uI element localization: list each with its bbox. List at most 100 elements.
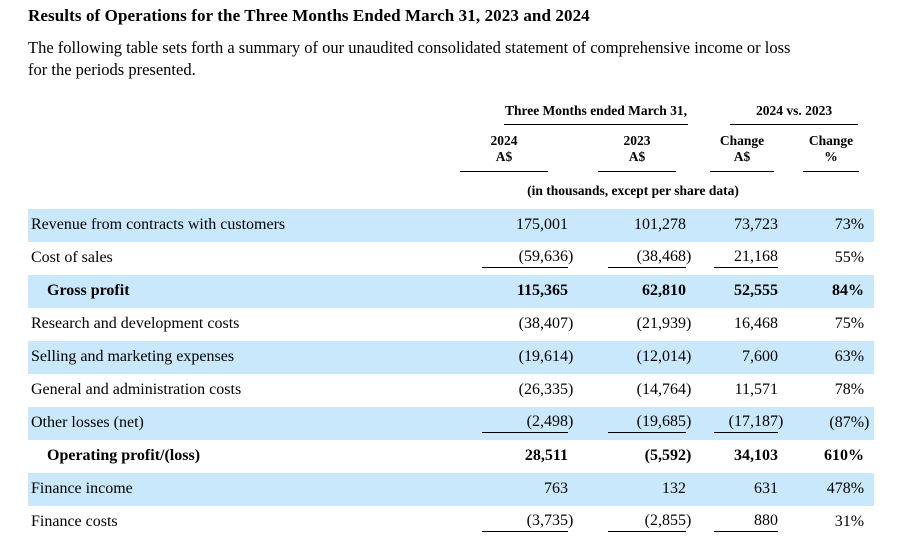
cell-2024: (2,498): [430, 407, 578, 440]
hanging-paren: ): [568, 248, 574, 266]
column-header-2024: 2024 A$: [460, 133, 548, 172]
cell-value: 11,571: [734, 381, 778, 399]
cell-value: (38,407: [518, 315, 568, 333]
cell-change-percent: 55%: [788, 242, 874, 275]
cell-change-percent: 478%: [788, 473, 874, 506]
intro-line-2: for the periods presented.: [28, 59, 196, 79]
cell-change-percent: 84%: [788, 275, 874, 308]
table-row: Research and development costs (38,407) …: [28, 308, 874, 341]
cell-value: 132: [662, 480, 686, 498]
hanging-paren: ): [686, 413, 692, 431]
row-label: General and administration costs: [31, 381, 242, 399]
cell-2024: 115,365: [430, 275, 578, 308]
cell-value: (19,614: [518, 348, 568, 366]
row-label: Finance costs: [31, 513, 118, 531]
cell-value: (12,014: [636, 348, 686, 366]
hanging-paren: ): [568, 512, 574, 530]
cell-change-percent: 73%: [788, 209, 874, 242]
hanging-paren: ): [864, 414, 870, 432]
cell-value: (17,187: [714, 413, 778, 434]
hanging-paren: ): [568, 348, 574, 366]
cell-value: (87%: [829, 414, 865, 432]
cell-value: 101,278: [634, 216, 686, 234]
cell-change-amount: 880: [696, 506, 788, 539]
cell-2023: (5,592): [578, 440, 696, 473]
cell-2023: (38,468): [578, 242, 696, 275]
cell-change-amount: 73,723: [696, 209, 788, 242]
cell-value: (2,498: [482, 413, 568, 434]
intro-paragraph: The following table sets forth a summary…: [28, 37, 897, 81]
cell-value: 75%: [834, 315, 865, 333]
units-note-spacer: [28, 173, 430, 209]
table-row: Operating profit/(loss) 28,511 (5,592) 3…: [28, 440, 874, 473]
cell-2023: 62,810: [578, 275, 696, 308]
cell-value: (38,468: [608, 248, 686, 269]
cell-change-amount: 631: [696, 473, 788, 506]
cell-2023: 132: [578, 473, 696, 506]
cell-value: (14,764: [636, 381, 686, 399]
cell-value: 478%: [826, 480, 865, 498]
column-header-2023: 2023 A$: [598, 133, 676, 172]
cell-value: 52,555: [734, 282, 778, 300]
cell-value: 62,810: [642, 282, 686, 300]
cell-2024: (26,335): [430, 374, 578, 407]
cell-change-percent: 610%: [788, 440, 874, 473]
cell-change-amount: 16,468: [696, 308, 788, 341]
cell-value: 175,001: [516, 216, 568, 234]
cell-value: 115,365: [516, 282, 568, 300]
group-header-period: Three Months ended March 31,: [503, 103, 689, 125]
cell-value: 610%: [824, 447, 865, 465]
cell-value: 31%: [834, 513, 865, 531]
cell-change-amount: 34,103: [696, 440, 788, 473]
cell-value: 34,103: [734, 447, 778, 465]
cell-2023: 101,278: [578, 209, 696, 242]
cell-2024: (3,735): [430, 506, 578, 539]
cell-2024: (19,614): [430, 341, 578, 374]
cell-value: 84%: [832, 282, 865, 300]
hanging-paren: ): [778, 413, 784, 431]
cell-value: 63%: [834, 348, 865, 366]
table-row: Gross profit 115,365 62,810 52,555 84%: [28, 274, 875, 308]
cell-value: 73%: [834, 216, 865, 234]
cell-value: 763: [544, 480, 568, 498]
hanging-paren: ): [568, 315, 574, 333]
row-label: Revenue from contracts with customers: [31, 216, 286, 234]
row-label: Other losses (net): [31, 414, 144, 432]
row-label: Research and development costs: [31, 315, 240, 333]
table-row: Other losses (net) (2,498) (19,685) (17,…: [28, 406, 875, 440]
hanging-paren: ): [568, 381, 574, 399]
column-header-change-percent: Change%: [803, 133, 859, 172]
column-header-change-amount: Change A$: [710, 133, 774, 172]
hanging-paren: ): [686, 381, 692, 399]
cell-value: (2,855: [608, 512, 686, 533]
group-header-comparison-cell: 2024 vs. 2023: [696, 94, 874, 126]
table-row: General and administration costs (26,335…: [28, 374, 874, 407]
table-row: Finance costs (3,735) (2,855) 880 31%: [28, 506, 874, 539]
units-note: (in thousands, except per share data): [527, 182, 739, 198]
column-header-spacer: [28, 126, 430, 173]
cell-value: 78%: [834, 381, 865, 399]
cell-change-percent: 78%: [788, 374, 874, 407]
cell-value: 55%: [834, 249, 865, 267]
table-body: Revenue from contracts with customers 17…: [28, 208, 875, 539]
table-row: Selling and marketing expenses (19,614) …: [28, 340, 875, 374]
row-label: Cost of sales: [31, 249, 113, 267]
group-header-row: Three Months ended March 31, 2024 vs. 20…: [28, 94, 874, 126]
table-row: Cost of sales (59,636) (38,468) 21,168 5…: [28, 242, 874, 275]
cell-change-percent: 75%: [788, 308, 874, 341]
cell-value: 880: [714, 512, 778, 533]
cell-change-amount: 21,168: [696, 242, 788, 275]
cell-2023: (12,014): [578, 341, 696, 374]
column-header-row: 2024 A$ 2023 A$ Change A$ Change%: [28, 126, 874, 173]
hanging-paren: ): [568, 413, 574, 431]
cell-change-percent: (87%): [788, 407, 874, 440]
cell-value: 21,168: [714, 248, 778, 269]
hanging-paren: ): [686, 512, 692, 530]
cell-2024: (59,636): [430, 242, 578, 275]
cell-value: 73,723: [734, 216, 778, 234]
row-label: Finance income: [31, 480, 133, 498]
cell-change-percent: 63%: [788, 341, 874, 374]
column-header-2024-cell: 2024 A$: [430, 126, 578, 173]
cell-value: (3,735: [482, 512, 568, 533]
results-of-operations-table: Three Months ended March 31, 2024 vs. 20…: [28, 94, 875, 539]
